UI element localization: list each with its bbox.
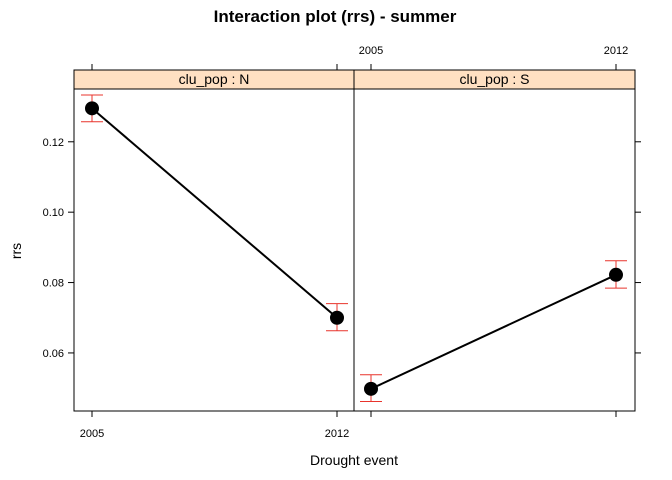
x-axis-label: Drought event	[310, 452, 398, 468]
panel-frame-0	[73, 88, 355, 412]
data-point	[85, 101, 99, 116]
series-line-1	[370, 273, 617, 390]
y-tick-label: 0.10	[43, 207, 64, 219]
x-tick-label: 2012	[604, 45, 628, 57]
panel-frame-1	[353, 88, 636, 412]
chart-title: Interaction plot (rrs) - summer	[214, 7, 457, 26]
series-line-0	[91, 107, 338, 319]
data-point	[609, 267, 623, 282]
y-axis-label: rrs	[8, 243, 24, 259]
x-tick-label: 2012	[325, 428, 349, 440]
strip-label-0: clu_pop : N	[179, 71, 250, 87]
x-tick-label: 2005	[359, 45, 383, 57]
strip-label-1: clu_pop : S	[459, 71, 529, 87]
plot-area: clu_pop : N 2005 2012 0.06 0.08 0.10 0.12 clu_p…	[43, 45, 641, 440]
data-point	[330, 310, 344, 325]
y-tick-label: 0.06	[43, 348, 64, 360]
y-tick-label: 0.08	[43, 278, 64, 290]
y-tick-label: 0.12	[43, 137, 64, 149]
x-tick-label: 2005	[80, 428, 104, 440]
data-point	[364, 381, 378, 396]
